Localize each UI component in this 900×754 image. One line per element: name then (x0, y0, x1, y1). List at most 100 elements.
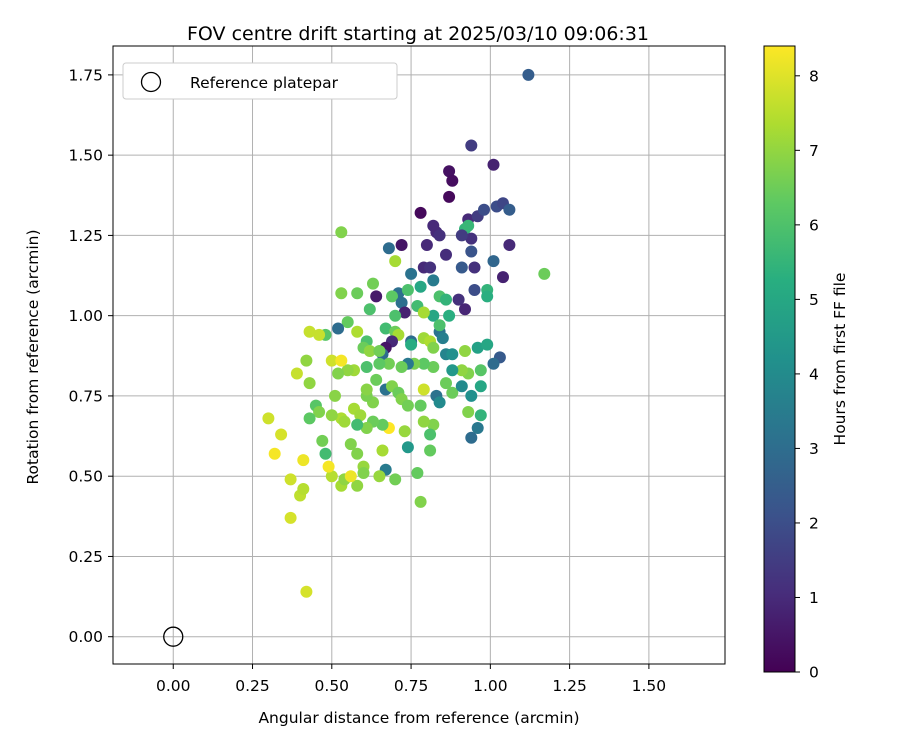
data-point (360, 383, 373, 396)
data-point (522, 68, 535, 81)
x-axis-label: Angular distance from reference (arcmin) (258, 709, 579, 727)
data-point (414, 495, 427, 508)
colorbar-tick-label: 0 (809, 664, 819, 682)
x-axis-ticks: 0.00 0.25 0.50 0.75 1.00 1.25 1.50 (156, 664, 666, 695)
data-point (455, 261, 468, 274)
data-point (351, 325, 364, 338)
data-point (290, 367, 303, 380)
data-point (427, 418, 440, 431)
data-point (471, 422, 484, 434)
colorbar-tick-label: 6 (809, 216, 819, 234)
data-point (424, 261, 437, 274)
data-point (395, 239, 408, 251)
data-point (370, 373, 383, 386)
data-point (395, 296, 408, 309)
data-point (417, 357, 430, 370)
data-point (262, 412, 275, 425)
data-point (487, 158, 500, 171)
data-point (300, 354, 313, 367)
y-axis-label: Rotation from reference (arcmin) (24, 229, 42, 484)
data-point (497, 271, 509, 284)
legend-box (122, 62, 398, 100)
x-tick-label: 1.25 (552, 677, 587, 695)
data-point (443, 190, 456, 203)
data-point (268, 447, 281, 460)
chart-title: FOV centre drift starting at 2025/03/10 … (187, 23, 649, 45)
data-point (474, 364, 487, 377)
data-point (303, 325, 316, 338)
data-point (465, 389, 478, 402)
data-point (373, 345, 386, 357)
data-point (503, 203, 516, 216)
y-tick-label: 0.00 (68, 628, 103, 646)
data-point (373, 470, 386, 483)
colorbar-tick-label: 4 (809, 365, 819, 383)
data-point (427, 274, 440, 287)
legend-entry-reference: Reference platepar (190, 74, 339, 92)
x-tick-label: 0.50 (315, 677, 350, 695)
data-point (360, 361, 373, 373)
data-point (319, 447, 332, 460)
data-point (329, 389, 341, 402)
colorbar-tick-label: 3 (809, 440, 819, 458)
data-point (376, 444, 389, 457)
data-point (446, 364, 459, 377)
data-point (341, 364, 354, 377)
y-tick-label: 1.25 (68, 227, 103, 245)
reference-point (163, 626, 184, 647)
data-point (468, 261, 481, 274)
data-point (487, 357, 500, 370)
data-point (401, 399, 414, 412)
colorbar-tick-label: 5 (809, 291, 819, 309)
data-point (487, 255, 500, 268)
data-point (427, 309, 440, 322)
data-point (376, 418, 389, 431)
data-point (351, 447, 364, 460)
data-point (335, 354, 348, 367)
colorbar-gradient (763, 45, 796, 673)
data-point (332, 367, 345, 380)
data-point (443, 165, 456, 178)
data-point (338, 415, 351, 428)
y-tick-label: 0.75 (68, 387, 103, 405)
data-point (455, 364, 468, 377)
data-point (440, 293, 452, 306)
data-point (455, 229, 468, 242)
data-point (414, 280, 427, 293)
data-point (481, 290, 494, 303)
data-point (405, 267, 418, 280)
data-point (401, 441, 414, 454)
data-point (433, 319, 446, 332)
data-point (379, 322, 392, 335)
data-point (440, 248, 452, 261)
x-tick-label: 0.00 (156, 677, 191, 695)
x-tick-label: 1.50 (632, 677, 667, 695)
data-point (474, 409, 487, 422)
data-point (360, 422, 373, 434)
data-point (313, 406, 326, 418)
data-point (351, 418, 364, 431)
data-point (440, 377, 452, 390)
data-point (344, 438, 357, 451)
legend: Reference platepar (122, 62, 398, 100)
data-point (332, 322, 345, 335)
colorbar-tick-label: 1 (809, 589, 819, 607)
data-point (427, 361, 440, 373)
y-tick-label: 1.75 (68, 66, 103, 84)
data-point (465, 232, 478, 245)
data-point (300, 585, 313, 598)
data-point (303, 377, 316, 390)
data-point (478, 203, 490, 216)
y-axis-ticks: 0.00 0.25 0.50 0.75 1.00 1.25 1.50 1.75 (68, 66, 113, 646)
data-point (341, 316, 354, 329)
x-tick-label: 1.00 (473, 677, 508, 695)
data-point (335, 287, 348, 300)
data-point (398, 425, 411, 438)
data-point (471, 341, 484, 354)
data-point (284, 511, 297, 524)
data-point (386, 290, 398, 303)
data-point (297, 454, 310, 467)
data-point (325, 409, 338, 422)
